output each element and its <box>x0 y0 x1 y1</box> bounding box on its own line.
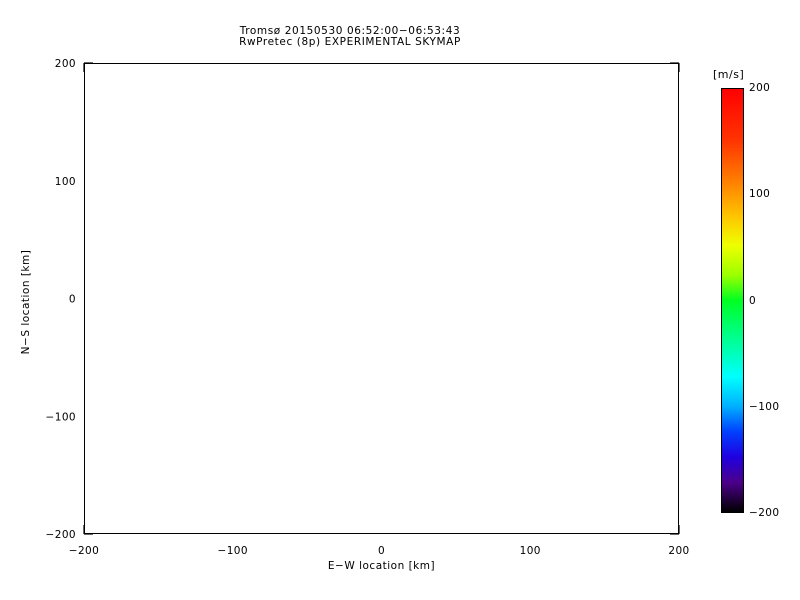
colorbar <box>721 88 744 513</box>
colorbar-tick-label: −100 <box>749 400 780 413</box>
y-tick-label: −200 <box>46 529 76 541</box>
y-tick-label: 100 <box>55 176 76 188</box>
colorbar-gradient <box>721 88 744 513</box>
y-axis-title: N−S location [km] <box>20 249 32 355</box>
title-line-1: Tromsø 20150530 06:52:00−06:53:43 <box>239 25 461 37</box>
x-tick-label: −200 <box>69 545 99 557</box>
x-tick-label: 100 <box>520 545 541 557</box>
chart-title: Tromsø 20150530 06:52:00−06:53:43 RwPret… <box>0 26 700 48</box>
plot-frame <box>84 63 679 534</box>
colorbar-tick-label: 100 <box>749 188 771 201</box>
colorbar-tick-label: −200 <box>749 507 780 519</box>
colorbar-tick-label: 200 <box>749 82 771 94</box>
x-tick-label: 0 <box>378 545 385 557</box>
colorbar-unit-label: [m/s] <box>713 68 745 81</box>
x-tick-label: −100 <box>218 545 248 557</box>
colorbar-tick-label: 0 <box>749 294 757 307</box>
x-axis-title: E−W location [km] <box>327 560 436 572</box>
y-tick-label: 0 <box>69 294 76 306</box>
title-line-2: RwPretec (8p) EXPERIMENTAL SKYMAP <box>239 36 461 48</box>
x-tick-label: 200 <box>668 545 689 557</box>
y-tick-label: −100 <box>46 411 76 423</box>
y-tick-label: 200 <box>55 58 76 70</box>
